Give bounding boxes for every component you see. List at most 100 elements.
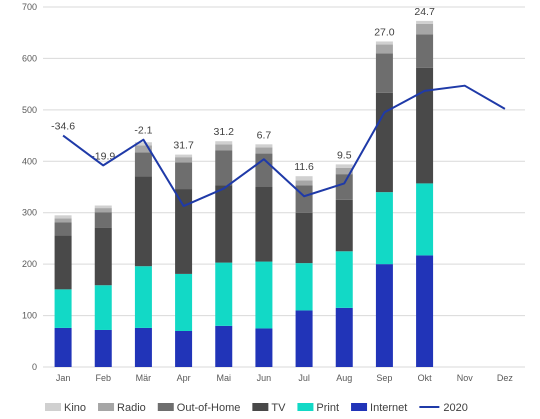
- bar-out-of-home-Mär: [134, 152, 152, 177]
- x-tick-label: Dez: [497, 373, 514, 383]
- bar-out-of-home-Sep: [375, 53, 393, 93]
- bar-radio-Apr: [175, 157, 193, 163]
- bar-kino-Jan: [54, 215, 72, 219]
- bar-internet-Aug: [335, 307, 353, 367]
- legend-label-radio: Radio: [117, 402, 146, 414]
- x-axis: Jan Feb Mär Apr Mai Jun Jul Aug Sep Okt Nov Dez: [56, 373, 514, 383]
- bar-print-Mär: [134, 266, 152, 328]
- bar-total-label: 24.7: [414, 6, 435, 18]
- y-tick-label: 600: [22, 53, 37, 63]
- bar-kino-Mai: [215, 141, 233, 145]
- bar-total-label: -2.1: [134, 125, 152, 137]
- bar-tv-Mär: [134, 176, 152, 267]
- bar-total-label: 31.2: [214, 126, 235, 138]
- y-tick-label: 200: [22, 259, 37, 269]
- bar-kino-Okt: [416, 20, 434, 24]
- legend-swatch-print: [297, 403, 314, 411]
- bar-internet-Sep: [375, 264, 393, 367]
- bar-labels: -34.6 -19.9 -2.1 31.7 31.2 6.7 11.6 9.5 27.0 24.7: [51, 6, 435, 173]
- legend-label-print: Print: [316, 402, 339, 414]
- bar-radio-Jul: [295, 180, 313, 186]
- gridlines: [43, 6, 525, 368]
- bar-total-label: -34.6: [51, 121, 75, 133]
- bar-tv-Sep: [375, 92, 393, 193]
- bar-tv-Feb: [94, 227, 112, 286]
- bar-out-of-home-Mai: [215, 150, 233, 186]
- x-tick-label: Nov: [457, 373, 474, 383]
- bar-radio-Sep: [375, 44, 393, 54]
- x-tick-label: Feb: [95, 373, 111, 383]
- legend-label-2020: 2020: [443, 402, 467, 414]
- x-tick-label: Apr: [177, 373, 191, 383]
- x-tick-label: Jan: [56, 373, 71, 383]
- y-tick-label: 0: [32, 362, 37, 372]
- bar-radio-Jun: [255, 147, 273, 154]
- bar-internet-Feb: [94, 329, 112, 367]
- x-tick-label: Mai: [216, 373, 231, 383]
- legend-label-internet: Internet: [370, 402, 407, 414]
- bar-print-Jul: [295, 263, 313, 311]
- bar-internet-Mai: [215, 325, 233, 367]
- legend: Kino Radio Out-of-Home TV Print Internet 2020: [45, 402, 468, 414]
- legend-swatch-tv: [252, 403, 269, 411]
- bar-radio-Jan: [54, 218, 72, 223]
- bar-kino-Sep: [375, 41, 393, 45]
- bar-total-label: 31.7: [173, 140, 194, 152]
- bar-tv-Apr: [175, 189, 193, 274]
- bars: [54, 20, 434, 367]
- bar-out-of-home-Jan: [54, 222, 72, 236]
- bar-internet-Jan: [54, 327, 72, 367]
- line-series-2020: [62, 84, 506, 208]
- bar-out-of-home-Feb: [94, 212, 112, 228]
- bar-out-of-home-Apr: [175, 162, 193, 190]
- legend-swatch-radio: [98, 403, 115, 411]
- bar-print-Okt: [416, 183, 434, 256]
- legend-swatch-out-of-home: [157, 403, 174, 411]
- bar-tv-Jan: [54, 235, 72, 290]
- bar-internet-Mär: [134, 327, 152, 367]
- bar-kino-Jul: [295, 176, 313, 181]
- bar-kino-Feb: [94, 205, 112, 209]
- legend-swatch-internet: [351, 403, 368, 411]
- x-tick-label: Sep: [376, 373, 392, 383]
- y-tick-label: 700: [22, 2, 37, 12]
- bar-print-Jun: [255, 261, 273, 329]
- legend-label-tv: TV: [271, 402, 286, 414]
- bar-radio-Mai: [215, 144, 233, 151]
- bar-tv-Jul: [295, 212, 313, 264]
- bar-out-of-home-Aug: [335, 174, 353, 200]
- bar-kino-Aug: [335, 164, 353, 168]
- bar-print-Sep: [375, 192, 393, 265]
- bar-radio-Aug: [335, 167, 353, 175]
- bar-internet-Okt: [416, 255, 434, 367]
- bar-tv-Mai: [215, 185, 233, 263]
- legend-swatch-kino: [45, 403, 61, 411]
- x-tick-label: Okt: [418, 373, 433, 383]
- y-tick-label: 400: [22, 156, 37, 166]
- x-tick-label: Aug: [336, 373, 352, 383]
- bar-internet-Apr: [175, 331, 193, 367]
- bar-total-label: 6.7: [257, 129, 272, 141]
- bar-total-label: 9.5: [337, 149, 352, 161]
- bar-kino-Mär: [134, 142, 152, 146]
- legend-label-out-of-home: Out-of-Home: [177, 402, 241, 414]
- bar-print-Mai: [215, 262, 233, 326]
- bar-tv-Aug: [335, 199, 353, 252]
- bar-print-Feb: [94, 285, 112, 330]
- bar-print-Jan: [54, 289, 72, 328]
- legend-label-kino: Kino: [64, 402, 86, 414]
- bar-radio-Okt: [416, 23, 434, 35]
- y-axis: 0 100 200 300 400 500 600 700: [22, 2, 37, 372]
- bar-kino-Apr: [175, 154, 193, 158]
- x-tick-label: Jun: [257, 373, 272, 383]
- bar-tv-Okt: [416, 67, 434, 184]
- bar-total-label: 11.6: [294, 161, 314, 173]
- bar-tv-Jun: [255, 187, 273, 262]
- bar-internet-Jun: [255, 328, 273, 367]
- x-tick-label: Mär: [136, 373, 152, 383]
- bar-total-label: 27.0: [374, 26, 395, 38]
- bar-out-of-home-Okt: [416, 34, 434, 68]
- y-tick-label: 500: [22, 105, 37, 115]
- x-tick-label: Jul: [298, 373, 310, 383]
